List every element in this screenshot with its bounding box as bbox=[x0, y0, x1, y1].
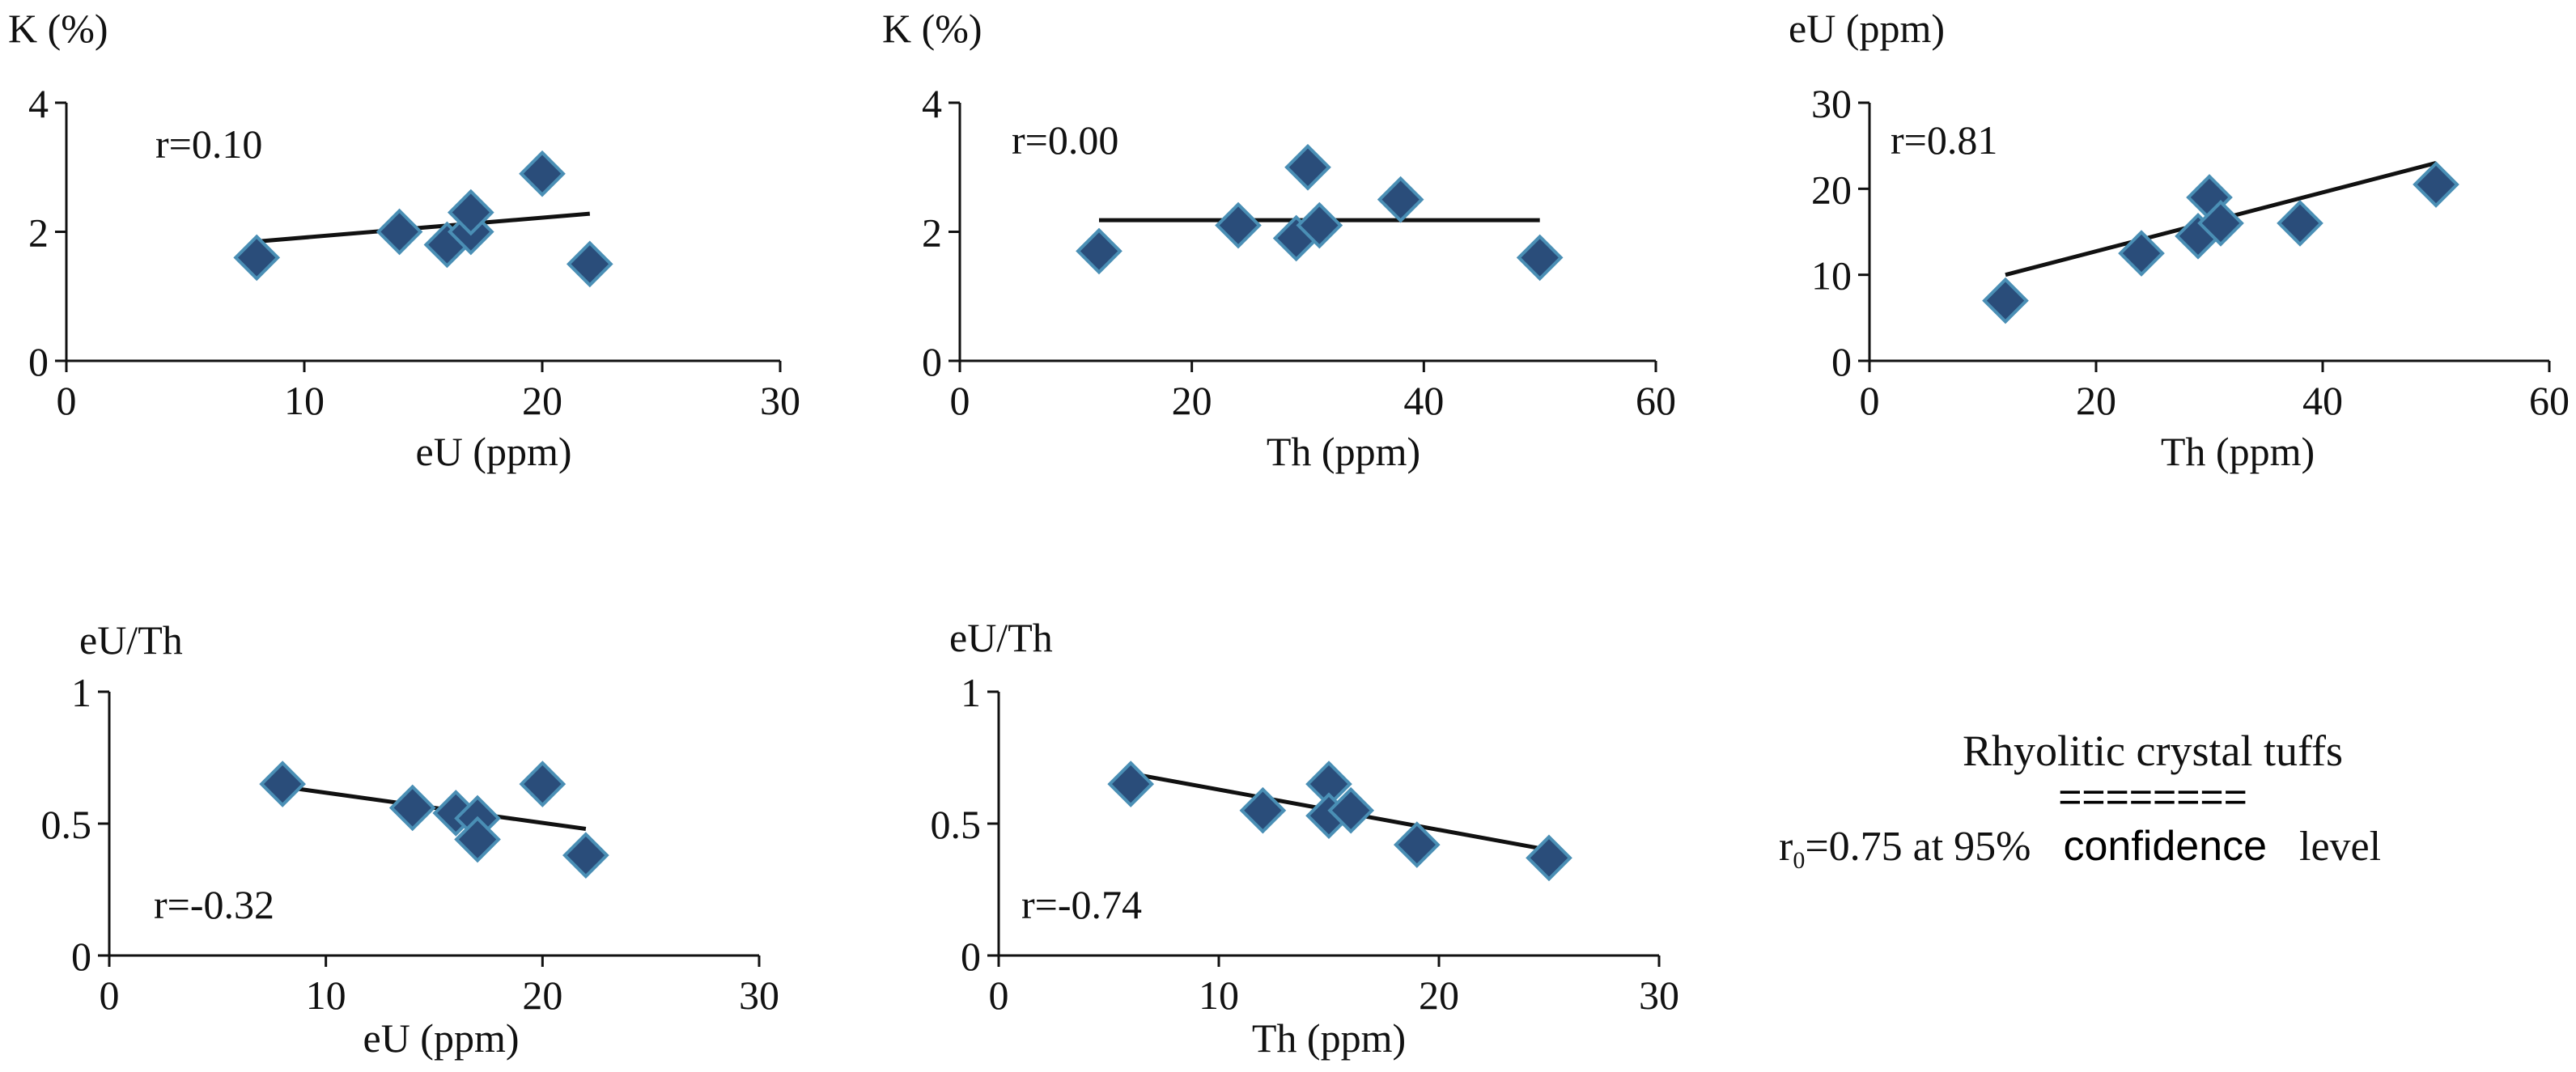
legend-dashes: ======== bbox=[2058, 774, 2247, 820]
y-axis-label: eU (ppm) bbox=[1789, 6, 1945, 51]
y-tick-label: 0.5 bbox=[931, 802, 982, 847]
data-point bbox=[2277, 200, 2323, 247]
y-axis-label: eU/Th bbox=[79, 617, 183, 663]
correlation-label: r=-0.74 bbox=[1021, 882, 1142, 927]
data-point bbox=[566, 240, 613, 288]
x-tick-label: 60 bbox=[1636, 378, 1676, 423]
legend-title: Rhyolitic crystal tuffs bbox=[1963, 727, 2343, 775]
correlation-label: r=0.00 bbox=[1012, 117, 1118, 163]
y-tick-label: 4 bbox=[28, 81, 49, 126]
data-point bbox=[1377, 176, 1424, 223]
x-tick-label: 40 bbox=[2302, 378, 2343, 423]
x-tick-label: 10 bbox=[306, 972, 346, 1018]
x-axis-label: Th (ppm) bbox=[2161, 429, 2315, 474]
x-axis-label: Th (ppm) bbox=[1252, 1015, 1406, 1061]
trend-line bbox=[256, 211, 591, 244]
x-tick-label: 0 bbox=[100, 972, 120, 1018]
data-point bbox=[1393, 821, 1441, 868]
y-tick-label: 0 bbox=[28, 339, 49, 384]
x-tick-label: 0 bbox=[950, 378, 970, 423]
y-tick-label: 4 bbox=[922, 81, 942, 126]
data-point bbox=[454, 816, 501, 863]
data-point bbox=[376, 208, 423, 256]
data-point bbox=[519, 150, 566, 197]
x-tick-label: 0 bbox=[989, 972, 1009, 1018]
data-point bbox=[388, 784, 436, 832]
data-point bbox=[2118, 230, 2165, 277]
x-tick-label: 10 bbox=[1199, 972, 1239, 1018]
x-axis-label: eU (ppm) bbox=[416, 429, 572, 474]
correlation-label: r=0.81 bbox=[1891, 117, 1997, 163]
data-point bbox=[1239, 786, 1287, 834]
data-point bbox=[1107, 761, 1155, 807]
x-tick-label: 30 bbox=[760, 378, 800, 423]
x-tick-label: 60 bbox=[2529, 378, 2570, 423]
scatter-panel-1: 0 2 4 0 10 20 30 K (%) eU (ppm) r=0.10 bbox=[8, 6, 800, 474]
data-point bbox=[1526, 834, 1572, 882]
data-point bbox=[447, 189, 494, 236]
data-point bbox=[1982, 277, 2029, 324]
confidence-word: confidence bbox=[2064, 823, 2268, 870]
y-axis-label: K (%) bbox=[882, 6, 982, 51]
scatter-panel-3: 0 10 20 30 0 20 40 60 eU (ppm) Th (ppm) r=0.81 bbox=[1789, 6, 2570, 474]
y-tick-label: 0 bbox=[1831, 339, 1852, 384]
x-tick-label: 20 bbox=[1172, 378, 1212, 423]
correlation-label: r=0.10 bbox=[155, 121, 262, 167]
x-axis-label: eU (ppm) bbox=[363, 1015, 520, 1061]
x-axis-label: Th (ppm) bbox=[1267, 429, 1420, 474]
data-point bbox=[1296, 201, 1343, 249]
y-tick-label: 2 bbox=[922, 210, 942, 256]
y-tick-label: 2 bbox=[28, 210, 49, 256]
confidence-note: r0=0.75 at 95% confidence level bbox=[1779, 823, 2381, 874]
x-tick-label: 20 bbox=[522, 972, 562, 1018]
r0-subscript: 0 bbox=[1793, 847, 1805, 874]
x-tick-label: 40 bbox=[1403, 378, 1444, 423]
x-tick-label: 20 bbox=[2076, 378, 2116, 423]
data-point bbox=[1516, 234, 1564, 282]
y-axis-label: eU/Th bbox=[949, 615, 1053, 660]
x-tick-label: 0 bbox=[1860, 378, 1880, 423]
y-tick-label: 20 bbox=[1811, 167, 1852, 212]
data-point bbox=[2197, 200, 2244, 247]
data-point bbox=[259, 761, 306, 807]
y-tick-label: 1 bbox=[961, 670, 981, 715]
confidence-value: =0.75 at 95% bbox=[1805, 824, 2031, 870]
correlation-label: r=-0.32 bbox=[154, 882, 274, 927]
x-tick-label: 0 bbox=[57, 378, 77, 423]
y-axis-label: K (%) bbox=[8, 6, 108, 51]
y-tick-label: 0 bbox=[71, 934, 91, 979]
r0-symbol: r bbox=[1779, 824, 1793, 870]
x-tick-label: 10 bbox=[284, 378, 325, 423]
data-point bbox=[233, 234, 281, 282]
legend: Rhyolitic crystal tuffs========r0=0.75 a… bbox=[1779, 727, 2381, 874]
x-tick-label: 30 bbox=[1639, 972, 1679, 1018]
level-word: level bbox=[2299, 824, 2381, 870]
y-tick-label: 1 bbox=[71, 670, 91, 715]
data-point bbox=[1076, 227, 1122, 275]
x-tick-label: 20 bbox=[1419, 972, 1459, 1018]
y-tick-label: 0.5 bbox=[41, 802, 92, 847]
data-point bbox=[1327, 786, 1375, 834]
y-tick-label: 10 bbox=[1811, 253, 1852, 299]
data-point bbox=[2413, 161, 2459, 208]
data-point bbox=[519, 761, 567, 807]
data-point bbox=[562, 832, 609, 879]
y-tick-label: 0 bbox=[961, 934, 981, 979]
data-point bbox=[1215, 201, 1262, 249]
y-tick-label: 30 bbox=[1811, 81, 1852, 126]
y-tick-label: 0 bbox=[922, 339, 942, 384]
x-tick-label: 20 bbox=[522, 378, 562, 423]
data-point bbox=[1284, 143, 1331, 191]
x-tick-label: 30 bbox=[739, 972, 779, 1018]
